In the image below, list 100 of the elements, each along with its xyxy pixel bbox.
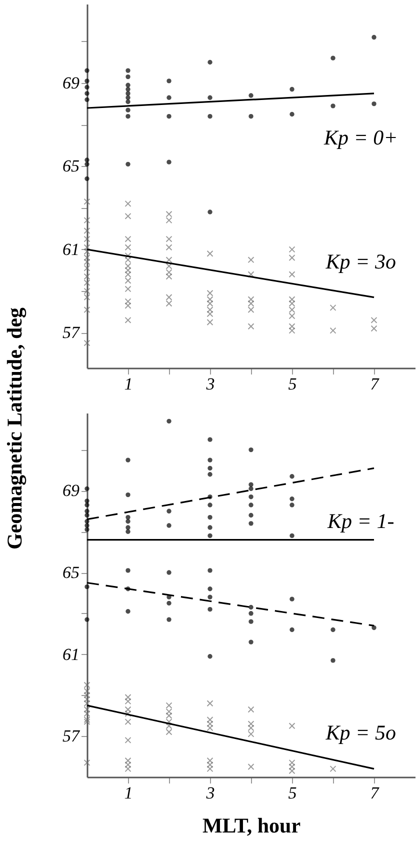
point	[124, 718, 132, 726]
point	[290, 474, 294, 479]
point	[206, 716, 214, 723]
point	[126, 609, 130, 614]
y-tick-label: 61	[62, 644, 80, 664]
point	[208, 533, 212, 538]
annotation: Kp = 5o	[324, 720, 396, 744]
point	[248, 521, 254, 526]
x-tick-label: 5	[288, 784, 297, 802]
point	[208, 568, 212, 573]
point	[208, 210, 212, 214]
point	[290, 627, 294, 632]
point	[84, 682, 90, 688]
point	[248, 730, 254, 738]
point	[208, 606, 212, 612]
point	[248, 611, 254, 616]
point	[124, 757, 132, 764]
point	[84, 158, 90, 162]
point	[248, 706, 254, 713]
point	[84, 498, 90, 504]
point	[248, 482, 254, 487]
point	[84, 523, 90, 528]
point	[248, 114, 254, 119]
point	[248, 447, 254, 452]
y-tick-label: 69	[62, 481, 80, 500]
x-tick-label: 1	[124, 374, 133, 394]
point	[248, 93, 254, 98]
annotation: Kp = 0+	[322, 126, 398, 150]
point	[166, 523, 172, 528]
point	[126, 99, 130, 104]
point	[166, 617, 172, 622]
point	[126, 82, 130, 88]
point	[208, 586, 212, 592]
point	[84, 692, 90, 698]
point	[290, 112, 294, 117]
point	[126, 529, 130, 534]
point	[126, 162, 130, 166]
point	[84, 68, 90, 73]
point	[84, 688, 90, 694]
point	[166, 600, 172, 606]
point	[84, 502, 90, 508]
y-tick-label: 57	[62, 323, 81, 342]
point	[84, 710, 90, 717]
point	[84, 486, 90, 492]
point	[84, 584, 90, 590]
point	[126, 86, 130, 92]
point	[248, 486, 254, 492]
point	[248, 720, 254, 728]
point	[166, 508, 172, 514]
point	[84, 716, 90, 723]
point	[84, 759, 90, 766]
point	[208, 654, 212, 659]
point	[126, 91, 130, 96]
point	[84, 91, 90, 96]
point	[248, 502, 254, 508]
point	[166, 570, 172, 575]
point	[166, 95, 172, 100]
point	[126, 458, 130, 462]
point	[206, 720, 214, 728]
point	[206, 761, 214, 768]
point	[126, 108, 130, 112]
point	[166, 728, 172, 736]
point	[84, 706, 90, 713]
point	[208, 95, 212, 100]
point	[166, 160, 172, 164]
point	[124, 694, 132, 700]
point	[208, 466, 212, 471]
point	[126, 114, 130, 119]
point	[84, 718, 90, 726]
y-tick-label: 65	[62, 156, 80, 176]
point	[166, 702, 172, 709]
point	[126, 519, 130, 524]
point	[126, 568, 130, 573]
point	[248, 640, 254, 644]
point	[166, 114, 172, 119]
point	[248, 724, 254, 732]
y-tick-label: 65	[62, 563, 80, 582]
point	[126, 514, 130, 520]
point	[288, 722, 296, 730]
point	[290, 496, 294, 502]
point	[126, 492, 130, 498]
point	[84, 508, 90, 514]
point	[124, 761, 132, 768]
annotation: Kp = 1-	[326, 509, 394, 534]
x-tick-label: 1	[124, 784, 133, 802]
point	[84, 176, 90, 182]
point	[330, 104, 336, 108]
point	[206, 757, 214, 764]
point	[84, 97, 90, 102]
point	[372, 625, 376, 630]
point	[126, 525, 130, 530]
point	[206, 766, 214, 772]
point	[84, 512, 90, 518]
point	[290, 533, 294, 538]
point	[84, 162, 90, 166]
point	[126, 68, 130, 73]
point	[248, 604, 254, 610]
point	[248, 764, 254, 770]
point	[124, 736, 132, 744]
point	[166, 78, 172, 84]
